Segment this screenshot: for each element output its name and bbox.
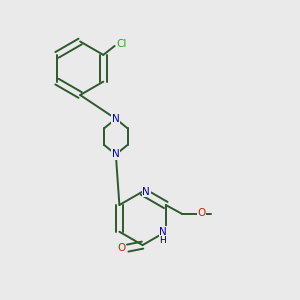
Text: O: O [198, 208, 206, 218]
Text: N: N [142, 187, 150, 196]
Text: H: H [159, 236, 166, 245]
Text: O: O [117, 243, 125, 253]
Text: Cl: Cl [117, 40, 127, 50]
Text: N: N [160, 227, 167, 237]
Text: N: N [112, 114, 120, 124]
Text: N: N [112, 149, 120, 160]
